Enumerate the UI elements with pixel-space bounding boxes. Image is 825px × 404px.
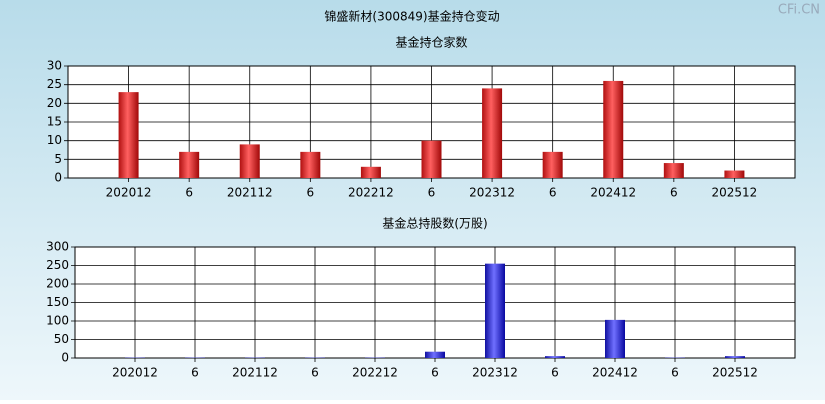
x-tick-label: 6 xyxy=(431,366,439,380)
bar xyxy=(119,92,139,178)
x-tick-label: 202312 xyxy=(469,186,515,200)
x-tick-label: 202212 xyxy=(348,186,394,200)
x-tick-label: 202412 xyxy=(590,186,636,200)
y-tick-label: 10 xyxy=(47,133,62,147)
bar xyxy=(603,81,623,178)
y-tick-label: 100 xyxy=(46,314,69,328)
x-tick-label: 6 xyxy=(185,186,193,200)
x-tick-label: 6 xyxy=(549,186,557,200)
y-tick-label: 300 xyxy=(46,240,69,254)
chart-title: 基金持仓家数 xyxy=(395,35,467,50)
bar xyxy=(724,171,744,178)
y-tick-label: 20 xyxy=(47,96,62,110)
chart-title: 基金总持股数(万股) xyxy=(382,216,487,231)
x-tick-label: 202112 xyxy=(232,366,278,380)
y-tick-label: 250 xyxy=(46,258,69,272)
x-tick-label: 6 xyxy=(191,366,199,380)
y-tick-label: 30 xyxy=(47,59,62,73)
bar xyxy=(422,141,442,178)
y-tick-label: 200 xyxy=(46,277,69,291)
bar xyxy=(725,356,745,358)
bar xyxy=(425,352,445,358)
x-tick-label: 202212 xyxy=(352,366,398,380)
x-tick-label: 6 xyxy=(670,186,678,200)
page-title: 锦盛新材(300849)基金持仓变动 xyxy=(324,9,499,24)
x-tick-label: 6 xyxy=(671,366,679,380)
y-tick-label: 5 xyxy=(54,152,62,166)
x-tick-label: 202012 xyxy=(112,366,158,380)
y-tick-label: 0 xyxy=(61,351,69,365)
bar xyxy=(361,167,381,178)
bar xyxy=(482,88,502,178)
bar xyxy=(605,320,625,358)
bar xyxy=(543,152,563,178)
bar xyxy=(545,356,565,358)
y-tick-label: 15 xyxy=(47,115,62,129)
bar xyxy=(485,264,505,358)
x-tick-label: 202512 xyxy=(712,366,758,380)
x-tick-label: 202312 xyxy=(472,366,518,380)
watermark: CFi.CN xyxy=(778,3,820,18)
y-tick-label: 25 xyxy=(47,77,62,91)
bar xyxy=(240,144,260,178)
bar xyxy=(300,152,320,178)
y-tick-label: 50 xyxy=(54,332,69,346)
bar xyxy=(664,163,684,178)
x-tick-label: 6 xyxy=(311,366,319,380)
x-tick-label: 6 xyxy=(428,186,436,200)
y-tick-label: 150 xyxy=(46,295,69,309)
bar xyxy=(179,152,199,178)
x-tick-label: 202112 xyxy=(227,186,273,200)
x-tick-label: 202512 xyxy=(712,186,758,200)
y-tick-label: 0 xyxy=(54,171,62,185)
x-tick-label: 202412 xyxy=(592,366,638,380)
x-tick-label: 202012 xyxy=(106,186,152,200)
x-tick-label: 6 xyxy=(307,186,315,200)
x-tick-label: 6 xyxy=(551,366,559,380)
